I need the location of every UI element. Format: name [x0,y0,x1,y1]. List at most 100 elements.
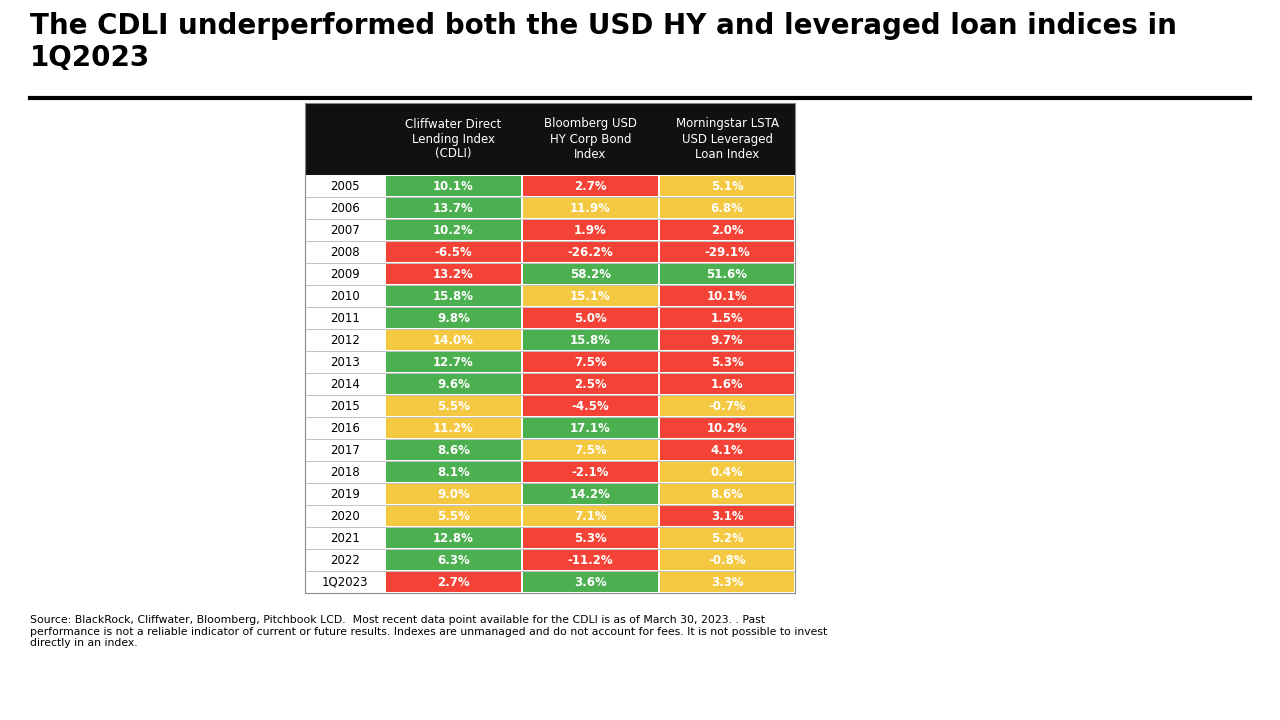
Text: 5.1%: 5.1% [710,179,744,192]
Bar [524,572,658,592]
Text: 5.3%: 5.3% [575,531,607,544]
Bar [524,462,658,482]
Bar [305,103,795,175]
Text: 4.1%: 4.1% [710,444,744,456]
Bar [660,352,794,372]
Text: Cliffwater Direct
Lending Index
(CDLI): Cliffwater Direct Lending Index (CDLI) [406,117,502,161]
Text: 15.1%: 15.1% [570,289,611,302]
Bar [524,330,658,350]
Text: 3.6%: 3.6% [575,575,607,588]
Text: 13.2%: 13.2% [433,268,474,281]
Text: 11.9%: 11.9% [570,202,611,215]
Text: 1.5%: 1.5% [710,312,744,325]
Text: 2019: 2019 [330,487,360,500]
Text: 2021: 2021 [330,531,360,544]
Text: The CDLI underperformed both the USD HY and leveraged loan indices in
1Q2023: The CDLI underperformed both the USD HY … [29,12,1176,73]
Bar [387,418,521,438]
Text: 7.1%: 7.1% [575,510,607,523]
Text: 12.8%: 12.8% [433,531,474,544]
Bar [660,506,794,526]
Text: 6.3%: 6.3% [438,554,470,567]
Text: 2012: 2012 [330,333,360,346]
Text: 2007: 2007 [330,223,360,236]
Bar [524,220,658,240]
Bar [387,374,521,394]
Bar [660,198,794,218]
Text: 8.1%: 8.1% [438,466,470,479]
Bar [524,506,658,526]
Text: 11.2%: 11.2% [433,421,474,434]
Text: 7.5%: 7.5% [575,444,607,456]
Bar [387,550,521,570]
Bar [524,264,658,284]
Text: -26.2%: -26.2% [567,246,613,258]
Text: 2016: 2016 [330,421,360,434]
Text: 10.1%: 10.1% [707,289,748,302]
Text: 9.0%: 9.0% [438,487,470,500]
Bar [660,176,794,196]
Text: -6.5%: -6.5% [435,246,472,258]
Text: Source: BlackRock, Cliffwater, Bloomberg, Pitchbook LCD.  Most recent data point: Source: BlackRock, Cliffwater, Bloomberg… [29,615,827,648]
Text: 9.7%: 9.7% [710,333,744,346]
Text: 2014: 2014 [330,377,360,390]
Bar [387,440,521,460]
Text: 3.1%: 3.1% [710,510,744,523]
Bar [524,308,658,328]
Bar [660,550,794,570]
Bar [660,440,794,460]
Text: -0.8%: -0.8% [708,554,746,567]
Text: 17.1%: 17.1% [570,421,611,434]
Bar [660,484,794,504]
Text: 14.0%: 14.0% [433,333,474,346]
Text: -2.1%: -2.1% [572,466,609,479]
Text: 10.1%: 10.1% [433,179,474,192]
Text: -29.1%: -29.1% [704,246,750,258]
Bar [524,440,658,460]
Text: 2.7%: 2.7% [438,575,470,588]
Text: 2018: 2018 [330,466,360,479]
Bar [387,396,521,416]
Text: 2008: 2008 [330,246,360,258]
Bar [524,528,658,548]
Text: 2.7%: 2.7% [575,179,607,192]
Text: 0.4%: 0.4% [710,466,744,479]
Bar [524,374,658,394]
Bar [387,462,521,482]
Bar [387,352,521,372]
Bar [660,572,794,592]
Text: 2020: 2020 [330,510,360,523]
Bar [660,242,794,262]
Bar [387,176,521,196]
Bar [524,242,658,262]
Bar [387,572,521,592]
Bar [524,286,658,306]
Bar [387,506,521,526]
Bar [387,330,521,350]
Text: Morningstar LSTA
USD Leveraged
Loan Index: Morningstar LSTA USD Leveraged Loan Inde… [676,117,778,161]
Bar [387,242,521,262]
Bar [387,528,521,548]
Text: 2013: 2013 [330,356,360,369]
Bar [387,484,521,504]
Text: 6.8%: 6.8% [710,202,744,215]
Text: 15.8%: 15.8% [433,289,474,302]
Text: 8.6%: 8.6% [436,444,470,456]
Text: 5.5%: 5.5% [436,400,470,413]
Text: 13.7%: 13.7% [433,202,474,215]
Text: 51.6%: 51.6% [707,268,748,281]
Bar [524,352,658,372]
Text: 2009: 2009 [330,268,360,281]
Bar [305,103,795,593]
Text: 5.5%: 5.5% [436,510,470,523]
Text: -0.7%: -0.7% [708,400,746,413]
Bar [660,330,794,350]
Bar [387,286,521,306]
Text: -11.2%: -11.2% [568,554,613,567]
Bar [660,528,794,548]
Text: 5.0%: 5.0% [575,312,607,325]
Text: 2006: 2006 [330,202,360,215]
Text: 5.3%: 5.3% [710,356,744,369]
Text: -4.5%: -4.5% [572,400,609,413]
Bar [387,198,521,218]
Text: 9.6%: 9.6% [436,377,470,390]
